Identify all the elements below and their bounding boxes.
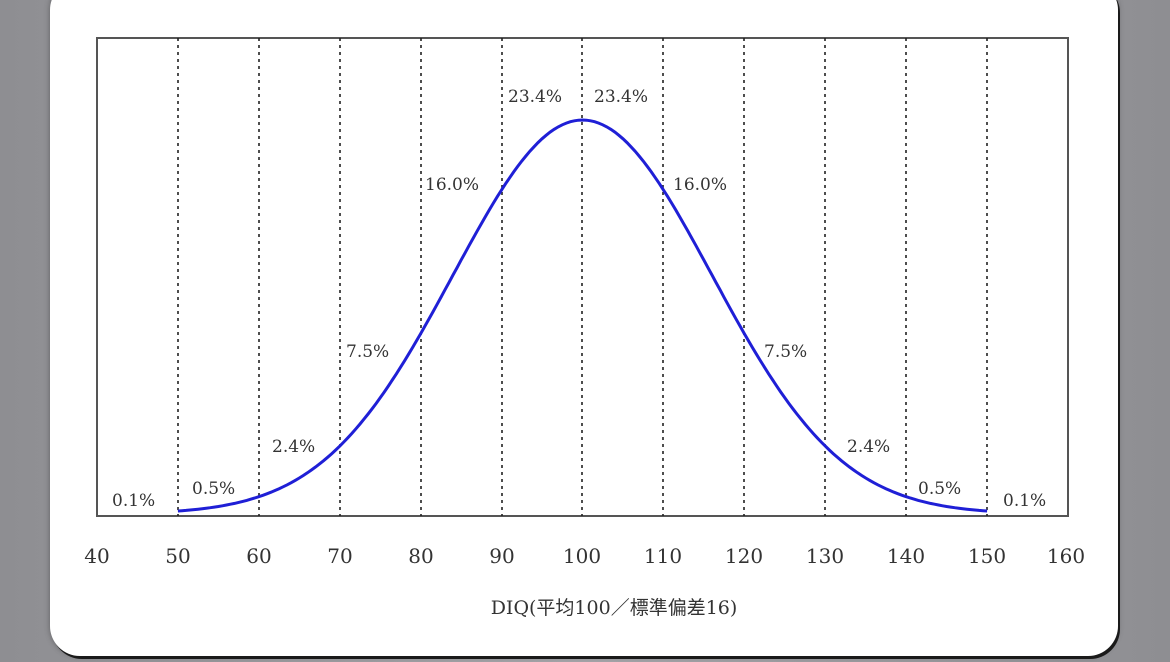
- annotation-110-120: 16.0%: [673, 175, 727, 195]
- annotation-120-130: 7.5%: [764, 342, 807, 362]
- chart-card: [50, 0, 1118, 656]
- x-tick: 70: [327, 544, 352, 568]
- annotation-60-70: 2.4%: [272, 437, 315, 457]
- x-tick: 120: [725, 544, 763, 568]
- annotation-50-60: 0.5%: [192, 479, 235, 499]
- annotation-90-100: 23.4%: [508, 87, 562, 107]
- annotation-below-50: 0.1%: [112, 491, 155, 511]
- annotation-140-150: 0.5%: [918, 479, 961, 499]
- annotation-above-150: 0.1%: [1003, 491, 1046, 511]
- x-axis-title: DIQ(平均100／標準偏差16): [491, 597, 738, 619]
- annotation-80-90: 16.0%: [425, 175, 479, 195]
- x-tick: 80: [408, 544, 433, 568]
- x-tick: 130: [806, 544, 844, 568]
- interval-annotations: 0.1% 0.5% 2.4% 7.5% 16.0% 23.4% 23.4% 16…: [112, 87, 1046, 511]
- x-axis-ticks: 40 50 60 70 80 90 100 110 120 130 140 15…: [84, 544, 1085, 568]
- x-tick: 40: [84, 544, 109, 568]
- annotation-130-140: 2.4%: [847, 437, 890, 457]
- x-tick: 150: [968, 544, 1006, 568]
- x-tick: 60: [246, 544, 271, 568]
- x-tick: 140: [887, 544, 925, 568]
- x-tick: 90: [489, 544, 514, 568]
- x-tick: 100: [563, 544, 601, 568]
- x-tick: 50: [165, 544, 190, 568]
- annotation-100-110: 23.4%: [594, 87, 648, 107]
- annotation-70-80: 7.5%: [346, 342, 389, 362]
- x-tick: 110: [644, 544, 682, 568]
- bell-curve: [177, 118, 988, 513]
- x-tick: 160: [1047, 544, 1085, 568]
- vertical-gridlines: [177, 38, 988, 516]
